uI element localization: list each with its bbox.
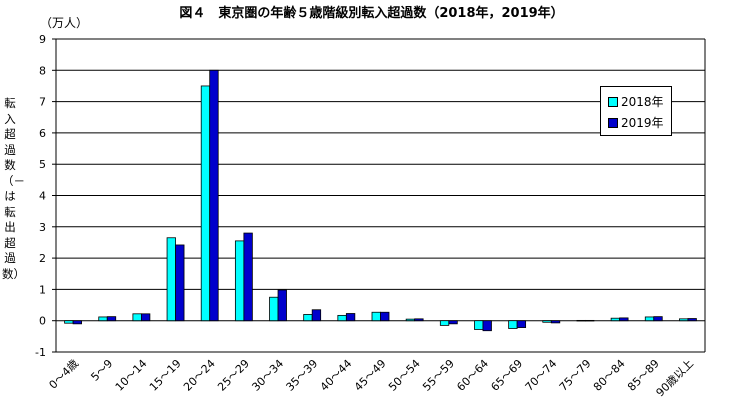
x-tick-label: 0～4歳 [47,357,82,392]
y-tick-label: 2 [39,252,46,265]
legend-swatch-2019 [608,117,618,128]
x-tick-label: 15～19 [147,357,184,394]
bar-2018年-50～54 [405,318,416,322]
x-tick-label: 75～79 [557,357,594,394]
bar-2018年-5～9 [98,316,108,322]
bar-2019年-20～24 [209,69,219,322]
bar-2018年-75～79 [576,319,586,322]
bar-2018年-65～69 [508,320,518,329]
x-tick-label: 90歳以上 [654,357,696,399]
y-tick-label: 7 [39,96,46,109]
bar-2019年-0～4歳 [72,320,82,325]
legend-label-2019: 2019年 [621,116,664,130]
bar-2018年-60～64 [474,320,484,330]
bar-2019年-80～84 [619,317,629,322]
bar-2018年-15～19 [166,237,176,322]
x-tick-label: 5～9 [88,357,115,384]
bar-2018年-0～4歳 [64,320,74,324]
bar-2018年-90歳以上 [679,318,689,322]
bar-2018年-80～84 [610,317,621,322]
bar-2018年-70～74 [542,320,552,323]
bars [64,69,697,332]
bar-2019年-5～9 [106,316,117,322]
x-tick-label: 80～84 [591,357,628,394]
y-tick-label: 3 [39,221,46,234]
bar-2018年-30～34 [269,296,279,322]
legend: 2018年 2019年 [600,86,672,136]
bar-2018年-40～44 [337,314,347,322]
x-tick-label: 10～14 [113,357,150,394]
y-tick-label: 4 [39,190,46,203]
chart-title: 図４ 東京圏の年齢５歳階級別転入超過数（2018年，2019年） [179,6,564,21]
x-tick-label: 20～24 [181,357,218,394]
x-tick-label: 60～64 [454,357,491,394]
x-tick-label: 25～29 [215,357,252,394]
x-tick-label: 40～44 [318,357,355,394]
bar-2019年-50～54 [414,318,424,322]
bar-2019年-30～34 [277,289,287,322]
bar-2018年-35～39 [303,314,313,322]
bar-2019年-25～29 [243,232,253,322]
y-tick-label: 5 [39,158,46,171]
unit-label: （万人） [40,16,89,30]
bar-2018年-85～89 [644,316,655,322]
x-tick-label: 65～69 [488,357,525,394]
bar-2019年-35～39 [311,309,322,322]
x-tick-labels: 0～4歳 5～910～1415～1920～2425～2930～3435～3940～… [47,357,696,399]
bar-2019年-75～79 [585,319,595,322]
y-tick-label: 8 [39,64,46,77]
x-tick-label: 55～59 [420,357,457,394]
x-tick-label: 45～49 [352,357,389,394]
y-tick-label: 0 [39,315,46,328]
legend-label-2018: 2018年 [621,95,664,109]
bar-2019年-85～89 [653,316,663,322]
bar-2019年-90歳以上 [687,318,697,322]
bar-2018年-45～49 [371,311,381,322]
bar-2018年-10～14 [132,313,142,322]
y-tick-label: 9 [39,33,46,46]
grid-lines [56,38,705,353]
bar-2019年-45～49 [380,311,390,322]
bar-2019年-65～69 [516,320,527,328]
x-tick-label: 30～34 [249,357,286,394]
legend-item-2019: 2019年 [608,114,664,131]
y-tick-labels: -1 0 1 2 3 4 5 6 7 8 9 [35,33,46,359]
x-tick-label: 50～54 [386,357,423,394]
x-tick-label: 35～39 [284,357,321,394]
y-tick-label: 1 [39,283,46,296]
bar-2018年-25～29 [234,240,245,322]
legend-swatch-2018 [608,96,618,107]
legend-item-2018: 2018年 [608,93,664,110]
bar-2018年-20～24 [200,85,211,322]
bar-2019年-70～74 [550,320,561,324]
bar-2019年-10～14 [140,313,151,322]
y-tick-label: -1 [35,346,46,359]
bar-2019年-55～59 [448,320,458,325]
x-tick-label: 70～74 [523,357,560,394]
bar-2019年-60～64 [482,320,492,332]
axes [52,38,706,353]
bar-2019年-15～19 [175,244,185,322]
y-tick-label: 6 [39,127,46,140]
bar-2018年-55～59 [439,320,450,326]
bar-2019年-40～44 [345,313,356,322]
